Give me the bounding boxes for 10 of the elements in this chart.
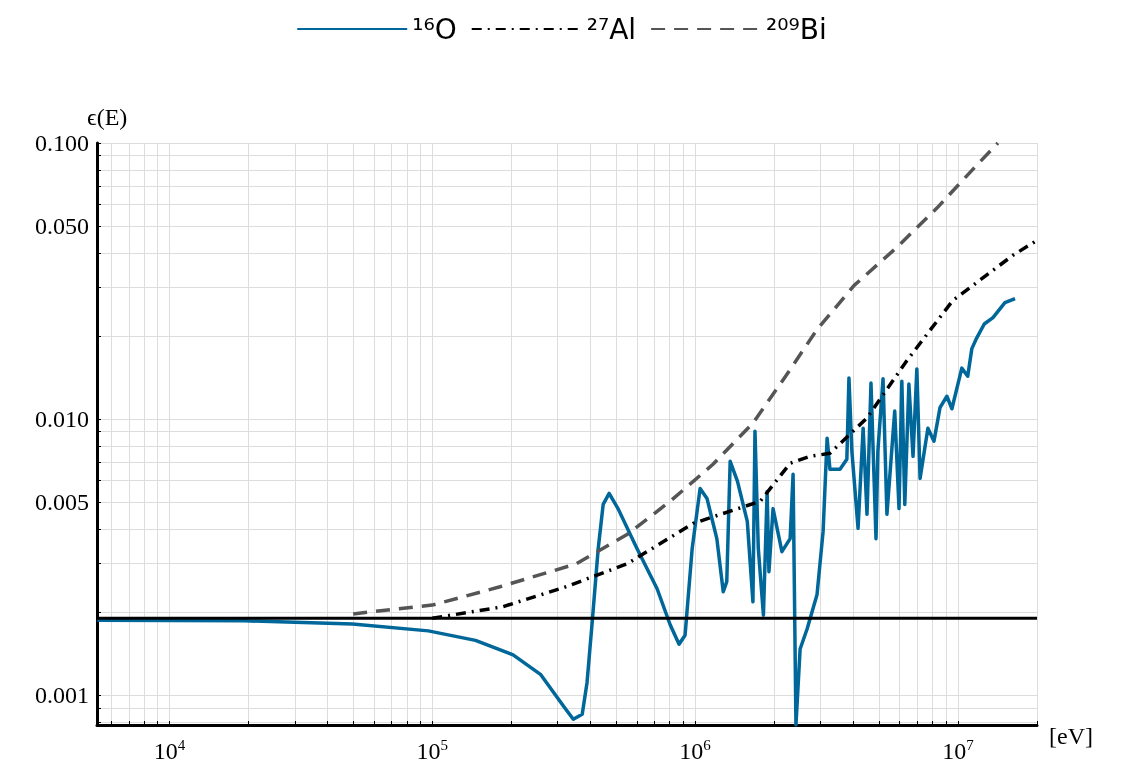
y-tick-label: 0.005 — [35, 489, 89, 516]
legend-label: ²⁰⁹Bi — [766, 12, 827, 46]
y-tick-label: 0.010 — [35, 406, 89, 433]
y-axis-title: ϵ(E) — [87, 104, 128, 130]
x-axis-title: [eV] — [1049, 723, 1093, 749]
y-tick-label: 0.050 — [35, 213, 89, 240]
legend-label: ¹⁶O — [412, 12, 457, 46]
y-tick-label: 0.100 — [35, 130, 89, 156]
y-tick-label: 0.001 — [35, 682, 89, 709]
legend-label: ²⁷Al — [586, 12, 637, 46]
